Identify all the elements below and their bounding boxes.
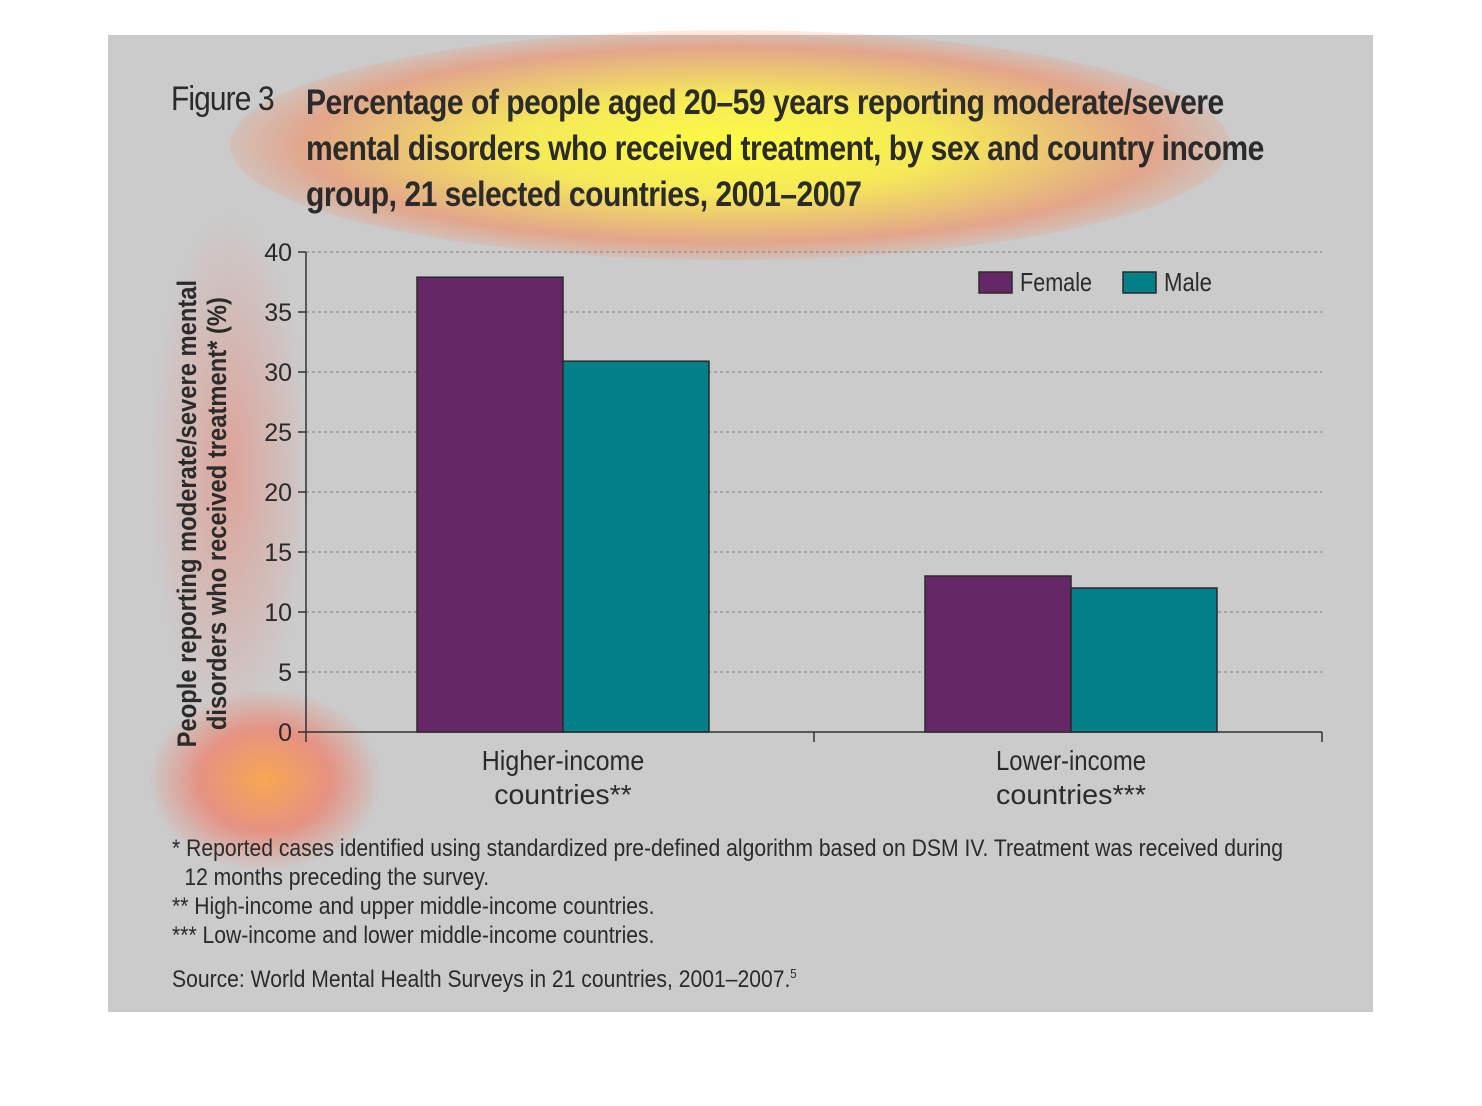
figure-title: Percentage of people aged 20–59 years re… xyxy=(306,83,1264,214)
x-category-label-0-0: Higher-income xyxy=(482,745,645,776)
footnote-1-continued: 12 months preceding the survey. xyxy=(184,864,490,891)
legend-swatch-female xyxy=(978,271,1013,294)
y-tick-label-1: 5 xyxy=(278,659,292,687)
figure-label: Figure 3 xyxy=(171,80,275,118)
legend-label-female: Female xyxy=(1020,267,1092,297)
figure-number: 3 xyxy=(257,80,275,118)
y-tick-label-6: 30 xyxy=(264,359,292,387)
legend-label-male: Male xyxy=(1164,267,1212,297)
footnote-3: *** Low-income and lower middle-income c… xyxy=(172,922,655,949)
bar-female-0 xyxy=(416,276,564,733)
footnote-1: * Reported cases identified using standa… xyxy=(172,835,1283,862)
footnotes: * Reported cases identified using standa… xyxy=(172,834,1316,950)
y-tick-label-7: 35 xyxy=(264,299,292,327)
y-tick-label-0: 0 xyxy=(278,719,292,747)
bar-male-0 xyxy=(562,360,710,733)
bar-female-1 xyxy=(924,575,1072,733)
y-tick-label-8: 40 xyxy=(264,239,292,267)
legend-swatch-male xyxy=(1122,271,1157,294)
source-reference: 5 xyxy=(790,966,797,981)
y-tick-label-2: 10 xyxy=(264,599,292,627)
source-note: Source: World Mental Health Surveys in 2… xyxy=(172,966,797,993)
bar-male-1 xyxy=(1070,587,1218,733)
x-category-label-1-1: countries*** xyxy=(996,779,1146,810)
footnote-2: ** High-income and upper middle-income c… xyxy=(172,893,655,920)
x-category-label-0-1: countries** xyxy=(494,779,632,810)
y-tick-label-3: 15 xyxy=(264,539,292,567)
x-category-label-1-0: Lower-income xyxy=(996,745,1146,776)
y-tick-label-4: 20 xyxy=(264,479,292,507)
y-tick-label-5: 25 xyxy=(264,419,292,447)
